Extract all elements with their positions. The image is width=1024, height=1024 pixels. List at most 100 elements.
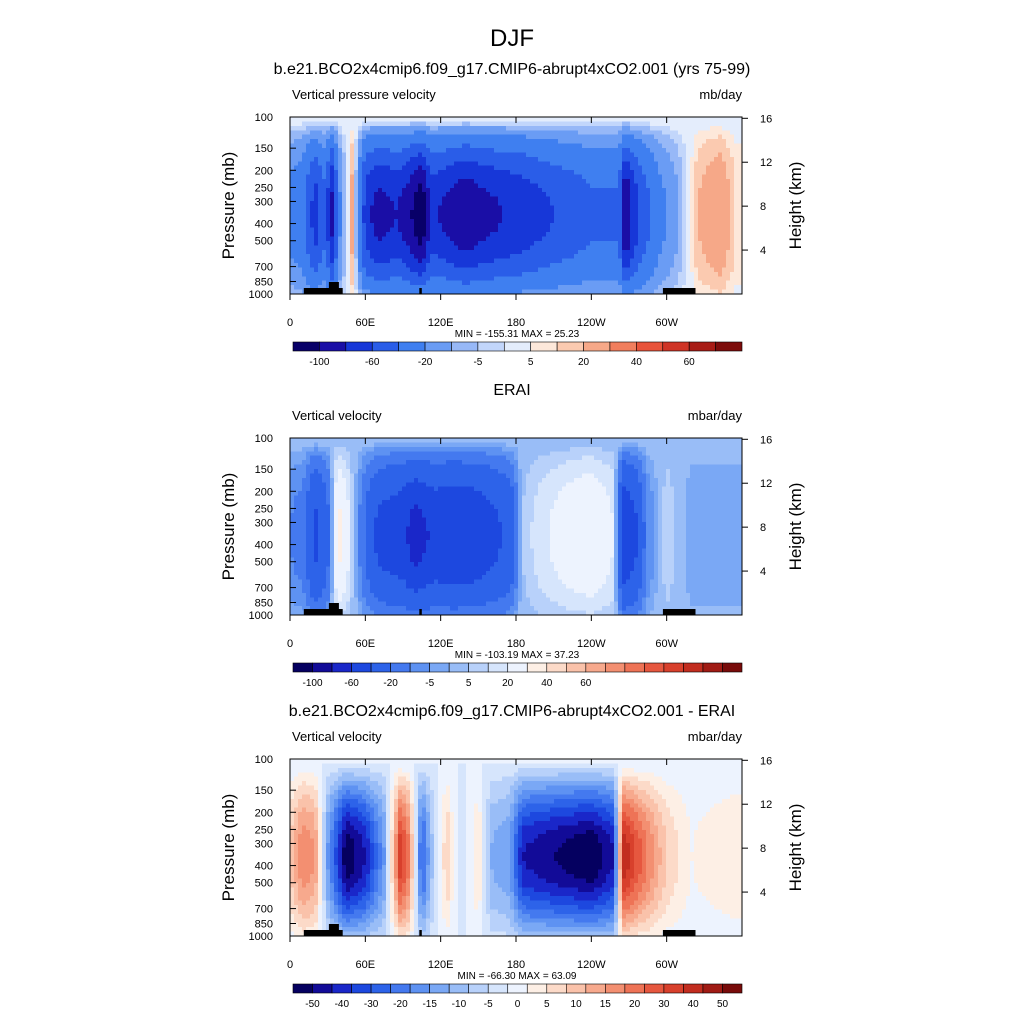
contour-cell [326, 147, 331, 153]
contour-cell [474, 147, 479, 153]
contour-cell [634, 240, 639, 246]
contour-cell [318, 147, 323, 153]
contour-cell [626, 214, 631, 220]
contour-cell [334, 201, 339, 207]
contour-cell [298, 579, 303, 585]
contour-cell [538, 223, 543, 229]
contour-cell [638, 254, 643, 260]
contour-cell [586, 227, 591, 233]
contour-cell [546, 276, 551, 282]
contour-cell [586, 156, 591, 162]
contour-cell [342, 254, 347, 260]
contour-cell [310, 121, 315, 127]
contour-cell [634, 170, 639, 176]
contour-cell [454, 152, 459, 158]
contour-cell [650, 178, 655, 184]
contour-cell [606, 125, 611, 131]
contour-cell [454, 245, 459, 251]
contour-cell [582, 170, 587, 176]
contour-cell [662, 183, 667, 189]
contour-cell [302, 553, 307, 559]
contour-cell [706, 276, 711, 282]
contour-cell [738, 214, 743, 220]
contour-cell [574, 249, 579, 255]
contour-cell [506, 192, 511, 198]
contour-cell [298, 201, 303, 207]
contour-cell [586, 232, 591, 238]
contour-cell [718, 214, 723, 220]
contour-cell [294, 495, 299, 501]
contour-cell [458, 170, 463, 176]
contour-cell [562, 196, 567, 202]
contour-cell [310, 451, 315, 457]
contour-cell [414, 174, 419, 180]
contour-cell [394, 201, 399, 207]
contour-cell [366, 236, 371, 242]
contour-cell [338, 218, 343, 224]
contour-cell [686, 240, 691, 246]
contour-cell [342, 276, 347, 282]
contour-cell [366, 276, 371, 282]
contour-cell [514, 276, 519, 282]
contour-cell [430, 196, 435, 202]
contour-cell [510, 134, 515, 140]
contour-cell [506, 280, 511, 286]
contour-cell [474, 223, 479, 229]
contour-cell [586, 187, 591, 193]
contour-cell [410, 139, 415, 145]
colorbar-swatch [424, 341, 452, 352]
contour-cell [490, 271, 495, 277]
contour-cell [290, 482, 295, 488]
contour-cell [294, 597, 299, 603]
contour-cell [390, 125, 395, 131]
contour-cell [690, 209, 695, 215]
contour-cell [610, 121, 615, 127]
contour-cell [522, 276, 527, 282]
contour-cell [342, 170, 347, 176]
contour-cell [306, 588, 311, 594]
contour-cell [362, 143, 367, 149]
contour-cell [354, 227, 359, 233]
contour-cell [634, 223, 639, 229]
contour-cell [674, 192, 679, 198]
contour-cell [346, 227, 351, 233]
contour-cell [458, 267, 463, 273]
contour-cell [674, 170, 679, 176]
contour-cell [606, 276, 611, 282]
contour-cell [414, 183, 419, 189]
contour-cell [682, 134, 687, 140]
contour-cell [730, 192, 735, 198]
contour-cell [518, 196, 523, 202]
contour-cell [302, 570, 307, 576]
contour-cell [378, 209, 383, 215]
contour-cell [290, 276, 295, 282]
contour-cell [546, 209, 551, 215]
contour-cell [322, 575, 327, 581]
contour-cell [602, 205, 607, 211]
contour-cell [466, 285, 471, 291]
contour-cell [450, 223, 455, 229]
contour-cell [682, 232, 687, 238]
contour-cell [690, 249, 695, 255]
contour-cell [718, 271, 723, 277]
contour-cell [618, 161, 623, 167]
contour-cell [290, 205, 295, 211]
contour-cell [386, 125, 391, 131]
contour-cell [362, 134, 367, 140]
contour-cell [570, 125, 575, 131]
contour-cell [314, 460, 319, 466]
contour-cell [474, 205, 479, 211]
contour-cell [626, 205, 631, 211]
contour-cell [714, 267, 719, 273]
contour-cell [622, 214, 627, 220]
contour-cell [494, 289, 499, 295]
contour-cell [502, 271, 507, 277]
contour-cell [666, 245, 671, 251]
contour-cell [626, 232, 631, 238]
contour-cell [446, 187, 451, 193]
contour-cell [506, 170, 511, 176]
contour-cell [374, 178, 379, 184]
contour-cell [710, 134, 715, 140]
contour-cell [622, 121, 627, 127]
contour-cell [614, 143, 619, 149]
